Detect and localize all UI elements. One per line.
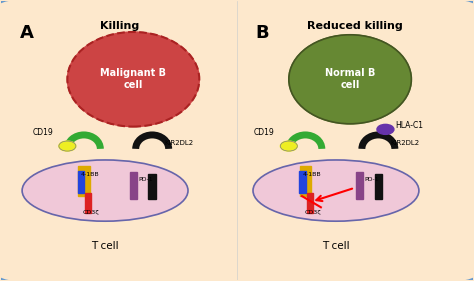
Text: CD19: CD19 [254, 128, 275, 137]
Ellipse shape [67, 32, 199, 126]
Text: T cell: T cell [322, 241, 350, 251]
Text: CD3ζ: CD3ζ [83, 210, 100, 215]
Text: B: B [256, 24, 270, 42]
Text: CD19: CD19 [33, 128, 53, 137]
Ellipse shape [253, 160, 419, 221]
Text: KIR2DL2: KIR2DL2 [390, 140, 419, 146]
Bar [356, 173, 363, 199]
Bar [374, 174, 382, 199]
Bar [78, 171, 84, 193]
Text: A: A [20, 24, 34, 42]
Bar [300, 166, 311, 196]
Text: 4-1BB: 4-1BB [302, 172, 321, 177]
Bar [129, 173, 137, 199]
Circle shape [59, 141, 76, 151]
Circle shape [280, 141, 297, 151]
Bar [148, 174, 156, 199]
Text: CD3ζ: CD3ζ [304, 210, 321, 215]
Text: Reduced killing: Reduced killing [307, 21, 403, 31]
Bar [78, 166, 90, 196]
Bar [85, 193, 91, 213]
Bar [299, 171, 306, 193]
Text: Normal B
cell: Normal B cell [325, 69, 375, 90]
Ellipse shape [22, 160, 188, 221]
Text: PD-1: PD-1 [138, 177, 153, 182]
Text: 4-1BB: 4-1BB [81, 172, 100, 177]
Ellipse shape [289, 35, 411, 124]
Circle shape [377, 124, 394, 134]
Text: Killing: Killing [100, 21, 139, 31]
Text: HLA-C1: HLA-C1 [395, 121, 423, 130]
Text: PD-1: PD-1 [364, 177, 379, 182]
Text: T cell: T cell [91, 241, 119, 251]
Text: KIR2DL2: KIR2DL2 [164, 140, 193, 146]
Text: Malignant B
cell: Malignant B cell [100, 69, 166, 90]
Bar [307, 193, 313, 213]
